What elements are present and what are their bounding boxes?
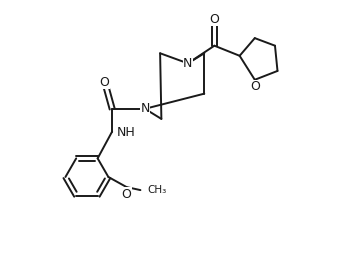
- Text: N: N: [140, 102, 150, 115]
- Text: CH₃: CH₃: [148, 185, 167, 195]
- Text: O: O: [100, 76, 110, 89]
- Text: O: O: [250, 80, 260, 93]
- Text: NH: NH: [117, 126, 135, 139]
- Text: O: O: [121, 188, 132, 201]
- Text: O: O: [209, 13, 219, 26]
- Text: N: N: [183, 57, 192, 70]
